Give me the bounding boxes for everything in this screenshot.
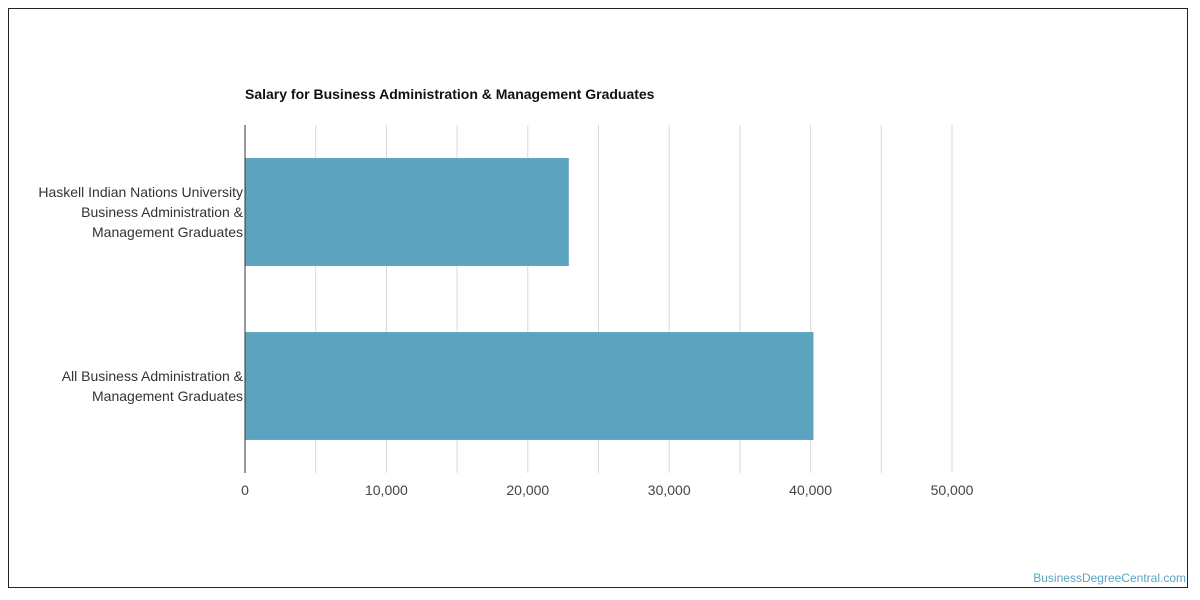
bars bbox=[245, 158, 814, 440]
x-tick-label: 30,000 bbox=[648, 482, 691, 498]
x-axis-ticks: 0 10,000 20,000 30,000 40,000 50,000 bbox=[241, 482, 974, 498]
x-tick-label: 10,000 bbox=[365, 482, 408, 498]
chart-title: Salary for Business Administration & Man… bbox=[245, 86, 655, 102]
category-label: All Business Administration & Management … bbox=[62, 368, 244, 404]
x-tick-label: 20,000 bbox=[506, 482, 549, 498]
bar bbox=[245, 158, 569, 266]
category-label-line: All Business Administration & bbox=[62, 368, 244, 384]
x-tick-label: 40,000 bbox=[789, 482, 832, 498]
category-label-line: Business Administration & bbox=[81, 204, 244, 220]
x-tick-label: 0 bbox=[241, 482, 249, 498]
category-label-line: Management Graduates bbox=[92, 388, 243, 404]
category-label-line: Haskell Indian Nations University bbox=[38, 184, 243, 200]
x-tick-label: 50,000 bbox=[931, 482, 974, 498]
category-labels: Haskell Indian Nations University Busines… bbox=[38, 184, 243, 404]
bar bbox=[245, 332, 814, 440]
watermark[interactable]: BusinessDegreeCentral.com bbox=[1033, 571, 1186, 585]
category-label-line: Management Graduates bbox=[92, 224, 243, 240]
category-label: Haskell Indian Nations University Busines… bbox=[38, 184, 243, 240]
